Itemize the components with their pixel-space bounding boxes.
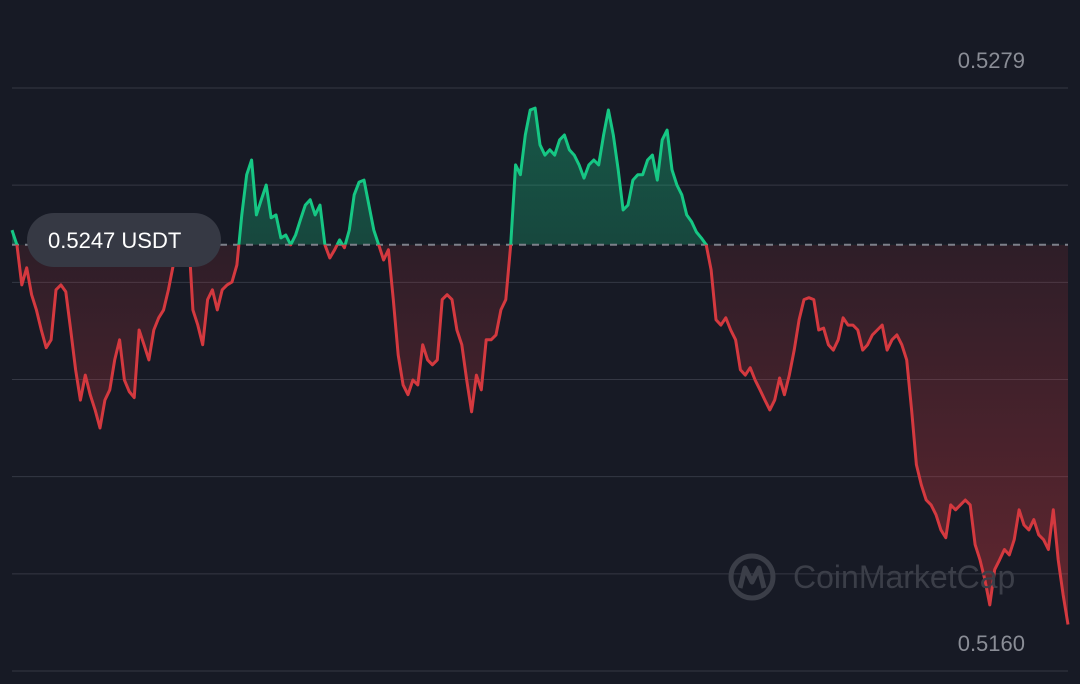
watermark: CoinMarketCap — [728, 553, 1015, 601]
area-down — [16, 244, 1068, 625]
line-down — [15, 244, 1070, 625]
y-tick-label: 0.5160 — [958, 631, 1025, 656]
watermark-text: CoinMarketCap — [793, 559, 1015, 595]
watermark-icon — [728, 553, 776, 601]
watermark-icon — [737, 565, 767, 589]
y-tick-label: 0.5279 — [958, 48, 1025, 73]
baseline-pill-bg — [27, 213, 221, 267]
baseline-pill: 0.5247 USDT — [27, 213, 221, 267]
baseline-label: 0.5247 USDT — [48, 228, 181, 253]
grid: 0.5160 0.5279 — [12, 48, 1068, 672]
area-up — [12, 108, 1068, 245]
